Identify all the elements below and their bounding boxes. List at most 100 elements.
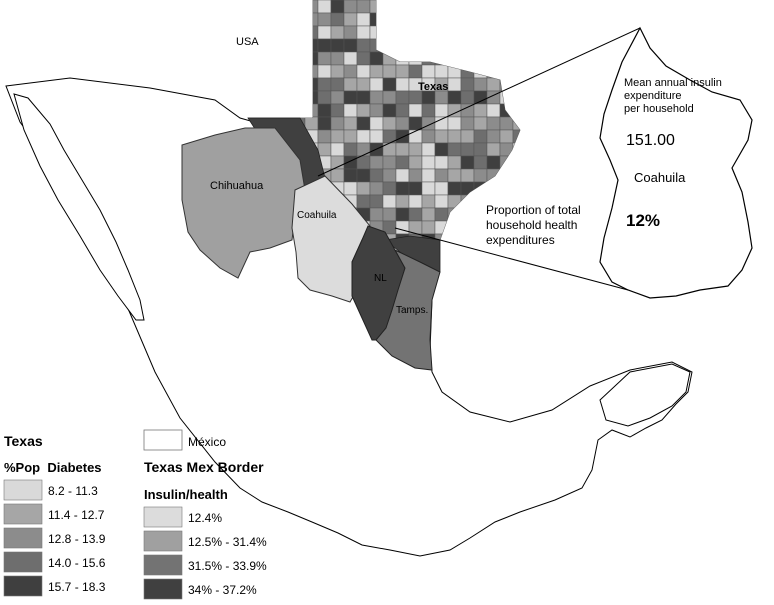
county-cell bbox=[473, 0, 488, 14]
county-cell bbox=[448, 273, 461, 286]
county-cell bbox=[512, 77, 520, 92]
county-cell bbox=[330, 116, 345, 131]
county-cell bbox=[395, 12, 410, 27]
county-cell bbox=[330, 129, 345, 144]
county-cell bbox=[382, 194, 397, 209]
county-cell bbox=[473, 51, 488, 66]
county-cell bbox=[395, 103, 410, 118]
county-cell bbox=[382, 0, 397, 14]
county-cell bbox=[278, 77, 293, 92]
county-cell bbox=[421, 220, 436, 235]
callout-heading-line3: per household bbox=[624, 103, 694, 115]
county-cell bbox=[369, 103, 384, 118]
county-cell bbox=[526, 247, 539, 260]
county-cell bbox=[434, 51, 449, 66]
county-cell bbox=[499, 51, 514, 66]
county-cell bbox=[512, 103, 520, 118]
county-cell bbox=[343, 51, 358, 66]
county-cell bbox=[473, 168, 488, 183]
county-cell bbox=[447, 181, 462, 196]
county-cell bbox=[460, 142, 475, 157]
county-cell bbox=[421, 103, 436, 118]
county-cell bbox=[486, 12, 501, 27]
county-cell bbox=[460, 25, 475, 40]
county-cell bbox=[512, 0, 520, 14]
county-cell bbox=[330, 0, 345, 14]
county-cell bbox=[499, 116, 514, 131]
county-cell bbox=[512, 38, 520, 53]
county-cell bbox=[460, 116, 475, 131]
county-cell bbox=[278, 64, 293, 79]
county-cell bbox=[512, 90, 520, 105]
callout-heading-line2: expenditure bbox=[624, 90, 682, 102]
county-cell bbox=[278, 0, 293, 14]
county-cell bbox=[278, 12, 293, 27]
callout-value: 151.00 bbox=[626, 132, 675, 149]
county-cell bbox=[382, 12, 397, 27]
legend-border-label: 34% - 37.2% bbox=[188, 583, 257, 597]
county-cell bbox=[252, 64, 267, 79]
county-cell bbox=[434, 168, 449, 183]
county-cell bbox=[512, 142, 520, 157]
legend-border-subtitle: Insulin/health bbox=[144, 487, 228, 502]
callout-state: Coahuila bbox=[634, 170, 686, 185]
county-cell bbox=[395, 64, 410, 79]
county-cell bbox=[330, 90, 345, 105]
county-cell bbox=[447, 246, 462, 261]
county-cell bbox=[382, 64, 397, 79]
county-cell bbox=[434, 181, 449, 196]
legend-border-label: 12.4% bbox=[188, 511, 222, 525]
county-cell bbox=[248, 64, 254, 79]
county-cell bbox=[369, 194, 384, 209]
county-cell bbox=[526, 104, 539, 117]
county-cell bbox=[395, 77, 410, 92]
callout-coahuila-shape bbox=[599, 26, 753, 299]
county-cell bbox=[408, 129, 423, 144]
callout-proportion-line3: expenditures bbox=[486, 233, 555, 247]
county-cell bbox=[356, 77, 371, 92]
county-cell bbox=[369, 90, 384, 105]
county-cell bbox=[421, 64, 436, 79]
county-cell bbox=[473, 77, 488, 92]
county-cell bbox=[421, 142, 436, 157]
county-cell bbox=[317, 0, 332, 14]
legend-texas: Texas %Pop Diabetes 8.2 - 11.3 11.4 - 12.… bbox=[3, 433, 106, 597]
county-cell bbox=[460, 259, 475, 268]
county-cell bbox=[382, 51, 397, 66]
county-cell bbox=[421, 12, 436, 27]
county-cell bbox=[330, 142, 345, 157]
county-cell bbox=[486, 51, 501, 66]
county-cell bbox=[265, 64, 280, 79]
county-cell bbox=[343, 38, 358, 53]
county-cell bbox=[317, 142, 332, 157]
county-cell bbox=[460, 129, 475, 144]
county-cell bbox=[395, 51, 410, 66]
county-cell bbox=[499, 25, 514, 40]
county-cell bbox=[408, 116, 423, 131]
county-cell bbox=[460, 207, 475, 222]
county-cell bbox=[473, 116, 488, 131]
legend-texas-label: 8.2 - 11.3 bbox=[48, 484, 98, 498]
county-cell bbox=[356, 103, 371, 118]
county-cell bbox=[278, 90, 293, 105]
county-cell bbox=[447, 207, 462, 222]
county-cell bbox=[434, 103, 449, 118]
county-cell bbox=[330, 12, 345, 27]
county-cell bbox=[447, 25, 462, 40]
baja-california bbox=[13, 93, 145, 321]
county-cell bbox=[499, 181, 514, 196]
county-cell bbox=[473, 38, 488, 53]
county-cell bbox=[499, 168, 514, 183]
county-cell bbox=[278, 25, 293, 40]
county-cell bbox=[526, 91, 539, 104]
county-cell bbox=[248, 51, 254, 66]
county-cell bbox=[408, 168, 423, 183]
county-cell bbox=[486, 116, 501, 131]
county-cell bbox=[304, 77, 319, 92]
county-cell bbox=[317, 116, 332, 131]
county-cell bbox=[447, 168, 462, 183]
county-cell bbox=[317, 51, 332, 66]
county-cell bbox=[369, 116, 384, 131]
